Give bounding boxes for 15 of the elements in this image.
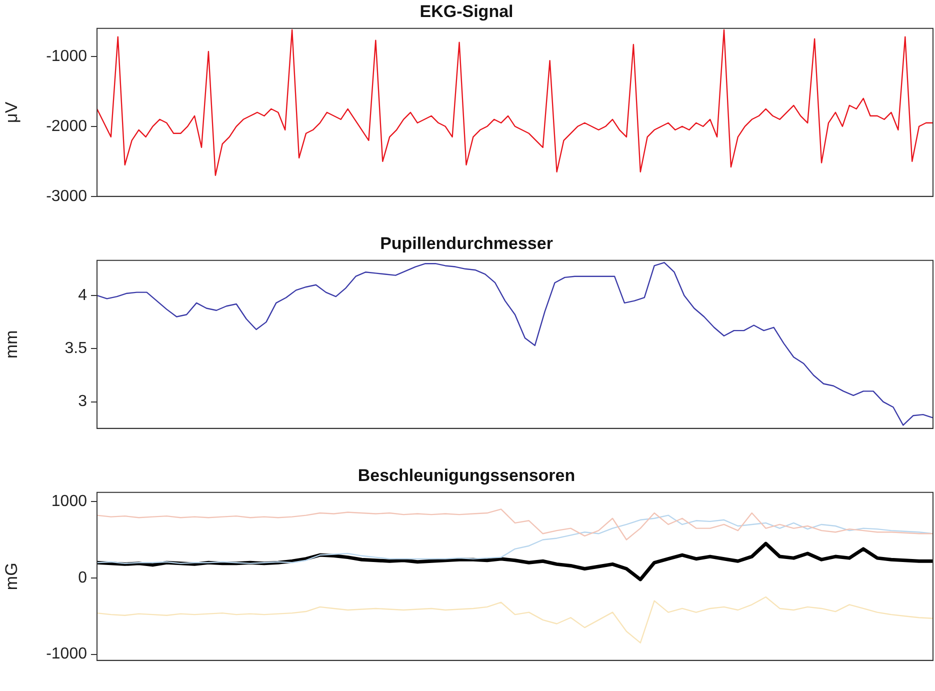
y-tick-label: -1000 [46, 48, 88, 65]
chart-title: Beschleunigungssensoren [358, 466, 576, 485]
y-tick-label: -2000 [46, 118, 88, 135]
y-tick-label: -1000 [46, 646, 88, 663]
y-tick-label: 0 [78, 569, 88, 586]
y-tick-label: 1000 [51, 492, 88, 510]
chart-title: EKG-Signal [420, 2, 514, 21]
y-tick-label: -3000 [46, 188, 88, 205]
y-tick-label: 3 [78, 393, 88, 410]
y-axis-title: μV [2, 101, 21, 123]
y-axis-title: mm [2, 330, 21, 359]
y-tick-label: 3.5 [64, 340, 88, 358]
chart-title: Pupillendurchmesser [380, 234, 554, 253]
y-axis-title: mG [2, 562, 21, 590]
y-tick-label: 4 [78, 286, 88, 304]
